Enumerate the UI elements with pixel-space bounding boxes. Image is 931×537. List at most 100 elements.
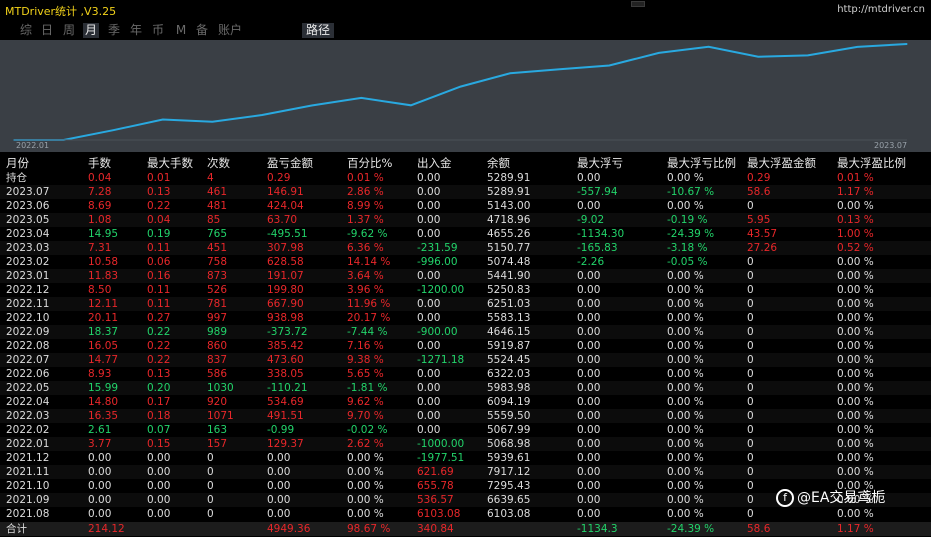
- tab-4[interactable]: 季: [107, 23, 120, 37]
- cell-max-float-profit-pct: 0.00 %: [837, 284, 874, 296]
- cell-max-lots: 0.00: [147, 466, 171, 478]
- tab-2[interactable]: 周: [62, 23, 75, 37]
- cell-month: 2021.08: [6, 508, 50, 520]
- header-max-float-profit[interactable]: 最大浮盈金额: [747, 156, 816, 170]
- cell-pnl: 146.91: [267, 186, 304, 198]
- cell-month: 2021.10: [6, 480, 50, 492]
- cell-trades: 163: [207, 424, 228, 436]
- cell-balance: 5150.77: [487, 242, 531, 254]
- table-row[interactable]: 2023.07 7.28 0.13 461 146.91 2.86 % 0.00 5289.9…: [0, 185, 931, 199]
- cell-max-dd-pct: 0.00 %: [667, 396, 704, 408]
- tab-7[interactable]: M: [175, 23, 187, 37]
- cell-pnl: 385.42: [267, 340, 304, 352]
- cell-max-float-profit: 27.26: [747, 242, 778, 254]
- header-trades[interactable]: 次数: [207, 156, 230, 170]
- header-max-lots[interactable]: 最大手数: [147, 156, 193, 170]
- table-header: 月份 手数 最大手数 次数 盈亏金额 百分比% 出入金 余额 最大浮亏 最大浮亏比例 最大浮盈金额 最…: [0, 155, 931, 171]
- cell-cash-flow: 0.00: [417, 340, 441, 352]
- header-month[interactable]: 月份: [6, 156, 29, 170]
- table-row[interactable]: 2023.01 11.83 0.16 873 191.07 3.64 % 0.00 5441.…: [0, 269, 931, 283]
- header-balance[interactable]: 余额: [487, 156, 510, 170]
- cell-balance: 5939.61: [487, 452, 531, 464]
- cell-trades: 0: [207, 466, 214, 478]
- cell-max-lots: 0.11: [147, 284, 171, 296]
- cell-balance: 5289.91: [487, 172, 531, 184]
- balance-point-2022.05: [211, 121, 214, 123]
- table-row[interactable]: 2023.05 1.08 0.04 85 63.70 1.37 % 0.00 4718.96 -…: [0, 213, 931, 227]
- header-pnl[interactable]: 盈亏金额: [267, 156, 313, 170]
- cell-lots: 7.31: [88, 242, 112, 254]
- cell-max-dd-pct: -0.19 %: [667, 214, 708, 226]
- table-row[interactable]: 2022.11 12.11 0.11 781 667.90 11.96 % 0.00 6251…: [0, 297, 931, 311]
- cell-max-dd: 0.00: [577, 200, 601, 212]
- table-row[interactable]: 2022.05 15.99 0.20 1030 -110.21 -1.81 % 0.00 59…: [0, 381, 931, 395]
- tab-6[interactable]: 币: [151, 23, 164, 37]
- table-row[interactable]: 2022.08 16.05 0.22 860 385.42 7.16 % 0.00 5919.…: [0, 339, 931, 353]
- cell-pnl: -495.51: [267, 228, 308, 240]
- cell-cash-flow: 0.00: [417, 368, 441, 380]
- cell-trades: 1071: [207, 410, 234, 422]
- cell-trades: 481: [207, 200, 228, 212]
- table-row[interactable]: 持仓 0.04 0.01 4 0.29 0.01 % 0.00 5289.91 0.00 0.00…: [0, 171, 931, 185]
- tab-8[interactable]: 备: [195, 23, 208, 37]
- table-row[interactable]: 2021.10 0.00 0.00 0 0.00 0.00 % 655.78 7295.43 0…: [0, 479, 931, 493]
- tab-path[interactable]: 路径: [302, 23, 335, 38]
- header-max-float-profit-pct[interactable]: 最大浮盈比例: [837, 156, 906, 170]
- table-row[interactable]: 2023.04 14.95 0.19 765 -495.51 -9.62 % 0.00 465…: [0, 227, 931, 241]
- table-row[interactable]: 2021.11 0.00 0.00 0 0.00 0.00 % 621.69 7917.12 0…: [0, 465, 931, 479]
- tab-0[interactable]: 综: [19, 23, 32, 37]
- cell-trades: 0: [207, 494, 214, 506]
- cell-max-float-profit-pct: 0.00 %: [837, 368, 874, 380]
- tab-9[interactable]: 账户: [217, 23, 242, 37]
- table-row[interactable]: 2021.12 0.00 0.00 0 0.00 0.00 % -1977.51 5939.6…: [0, 451, 931, 465]
- tab-1[interactable]: 日: [40, 23, 53, 37]
- cell-percent: 20.17 %: [347, 312, 391, 324]
- cell-month: 2022.04: [6, 396, 50, 408]
- cell-max-dd: 0.00: [577, 270, 601, 282]
- table-row[interactable]: 2022.03 16.35 0.18 1071 491.51 9.70 % 0.00 5559…: [0, 409, 931, 423]
- table-row[interactable]: 2022.10 20.11 0.27 997 938.98 20.17 % 0.00 5583…: [0, 311, 931, 325]
- cell-percent: 0.00 %: [347, 508, 384, 520]
- cell-percent: 8.99 %: [347, 200, 384, 212]
- site-link[interactable]: http://mtdriver.cn: [837, 4, 925, 15]
- cell-balance: 4655.26: [487, 228, 531, 240]
- title-bar: MTDriver统计 ,V3.25 http://mtdriver.cn: [0, 0, 931, 20]
- table-row[interactable]: 2021.08 0.00 0.00 0 0.00 0.00 % 6103.08 6103.08…: [0, 507, 931, 521]
- cell-pnl: 0.00: [267, 494, 291, 506]
- cell-max-lots: 0.22: [147, 200, 171, 212]
- cell-balance: 7917.12: [487, 466, 531, 478]
- header-max-dd-pct[interactable]: 最大浮亏比例: [667, 156, 736, 170]
- table-row[interactable]: 2022.04 14.80 0.17 920 534.69 9.62 % 0.00 6094.…: [0, 395, 931, 409]
- balance-chart: 2022.01 2023.07: [0, 40, 931, 152]
- table-row[interactable]: 2022.12 8.50 0.11 526 199.80 3.96 % -1200.00 52…: [0, 283, 931, 297]
- balance-point-2022.11: [509, 72, 511, 74]
- table-row[interactable]: 2022.06 8.93 0.13 586 338.05 5.65 % 0.00 6322.0…: [0, 367, 931, 381]
- tab-5[interactable]: 年: [129, 23, 142, 37]
- table-row[interactable]: 2023.02 10.58 0.06 758 628.58 14.14 % -996.00 5…: [0, 255, 931, 269]
- header-lots[interactable]: 手数: [88, 156, 111, 170]
- table-row[interactable]: 2023.06 8.69 0.22 481 424.04 8.99 % 0.00 5143.0…: [0, 199, 931, 213]
- cell-cash-flow: 0.00: [417, 410, 441, 422]
- table-row[interactable]: 2022.07 14.77 0.22 837 473.60 9.38 % -1271.18 5…: [0, 353, 931, 367]
- table-total-row[interactable]: 合计 214.12 4949.36 98.67 % 340.84 -1134.3 -24.3…: [0, 522, 931, 536]
- header-percent[interactable]: 百分比%: [347, 156, 393, 170]
- table-row[interactable]: 2021.09 0.00 0.00 0 0.00 0.00 % 536.57 6639.65 0…: [0, 493, 931, 507]
- window-button[interactable]: [630, 0, 646, 10]
- cell-trades: 781: [207, 298, 228, 310]
- table-row[interactable]: 2022.02 2.61 0.07 163 -0.99 -0.02 % 0.00 5067.9…: [0, 423, 931, 437]
- cell-max-dd: 0.00: [577, 396, 601, 408]
- cell-max-dd-pct: 0.00 %: [667, 508, 704, 520]
- cell-lots: 0.00: [88, 508, 112, 520]
- cell-max-dd-pct: 0.00 %: [667, 284, 704, 296]
- table-row[interactable]: 2023.03 7.31 0.11 451 307.98 6.36 % -231.59 515…: [0, 241, 931, 255]
- header-max-dd[interactable]: 最大浮亏: [577, 156, 623, 170]
- cell-max-float-profit: 0: [747, 368, 754, 380]
- table-row[interactable]: 2022.09 18.37 0.22 989 -373.72 -7.44 % -900.00…: [0, 325, 931, 339]
- watermark: f @EA交易鸢栀: [776, 487, 885, 507]
- cell-cash-flow: 0.00: [417, 200, 441, 212]
- cell-balance: 6103.08: [487, 508, 531, 520]
- tab-3[interactable]: 月: [83, 23, 99, 38]
- header-cash-flow[interactable]: 出入金: [417, 156, 452, 170]
- cell-max-float-profit: 0: [747, 284, 754, 296]
- table-row[interactable]: 2022.01 3.77 0.15 157 129.37 2.62 % -1000.00 50…: [0, 437, 931, 451]
